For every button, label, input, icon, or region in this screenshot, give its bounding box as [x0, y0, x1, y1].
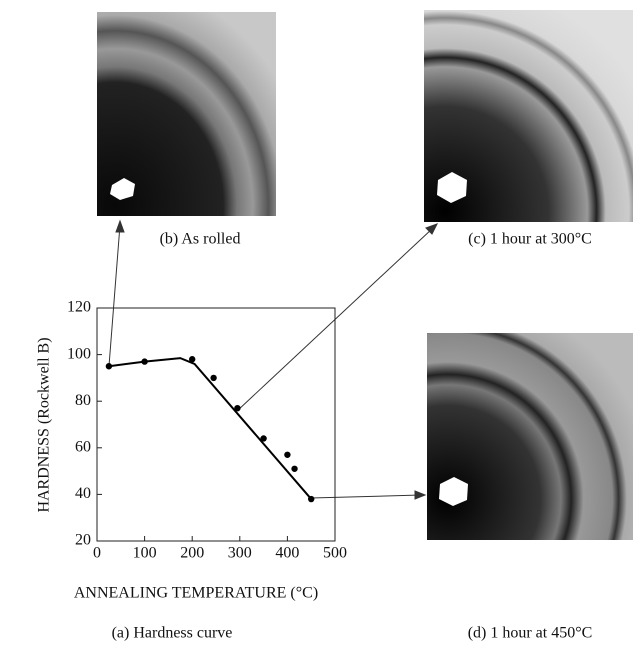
x-tick-label: 400: [275, 545, 299, 562]
panel-caption: (b) As rolled: [160, 231, 241, 248]
data-point: [189, 356, 196, 363]
data-point: [308, 495, 315, 503]
photo-450c: [427, 333, 633, 540]
y-tick-label: 40: [75, 485, 91, 502]
x-tick-label: 500: [323, 545, 347, 562]
plot-frame: [96, 307, 336, 542]
y-tick-label: 100: [67, 345, 91, 362]
y-tick-label: 60: [75, 438, 91, 455]
beam-stop: [110, 178, 135, 200]
fit-curve: [108, 357, 312, 500]
chart-caption: (a) Hardness curve: [112, 625, 233, 642]
data-point: [291, 465, 298, 472]
y-tick-label: 20: [75, 532, 91, 549]
beam-stop: [439, 477, 468, 506]
data-point: [210, 374, 217, 382]
x-tick-label: 200: [180, 545, 204, 562]
x-tick-label: 0: [93, 545, 101, 562]
x-axis-label: ANNEALING TEMPERATURE (°C): [74, 585, 318, 602]
data-point: [260, 435, 267, 442]
y-axis-label: HARDNESS (Rockwell B): [36, 337, 53, 512]
y-tick-label: 80: [75, 392, 91, 409]
data-point: [234, 404, 241, 412]
x-tick-label: 300: [228, 545, 252, 562]
panel-caption: (c) 1 hour at 300°C: [468, 231, 592, 248]
data-point: [284, 451, 291, 458]
y-tick-label: 120: [67, 299, 91, 316]
data-point: [141, 358, 148, 365]
beam-stop: [437, 172, 467, 203]
data-point: [105, 363, 113, 370]
x-tick-label: 100: [133, 545, 157, 562]
panel-caption: (d) 1 hour at 450°C: [468, 625, 593, 642]
